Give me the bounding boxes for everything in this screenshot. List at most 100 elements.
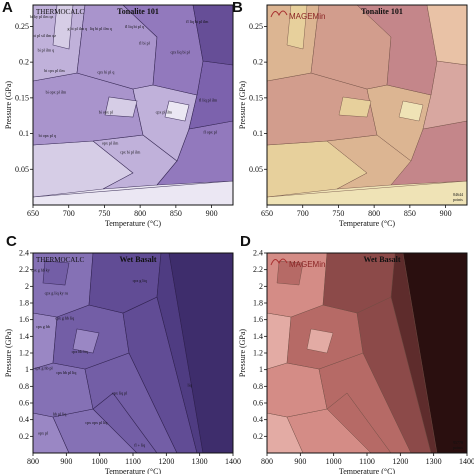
field-label: fl bi pl <box>139 40 151 45</box>
y-axis-label: Pressure (GPa) <box>238 329 247 378</box>
x-tick-label: 800 <box>27 457 39 466</box>
y-tick-label: 0.6 <box>19 399 29 408</box>
chart-title: Wet Basalt <box>363 255 400 264</box>
field-label: fl liq bi pl ilm <box>186 19 209 24</box>
x-tick-label: 750 <box>98 209 110 218</box>
chart-title: Tonalite 101 <box>361 7 403 16</box>
y-tick-label: 0.4 <box>19 415 29 424</box>
y-tick-label: 1.4 <box>19 332 29 341</box>
field-label: cpx g hb pl <box>35 366 54 371</box>
chart-panel-d: 800 900 1000 1100 1200 1300 1400 0.2 0.4 0.6 0.8 1 1… <box>238 249 474 474</box>
phase-field <box>356 5 438 96</box>
field-label: hb pl liq <box>53 412 66 417</box>
phase-field <box>72 328 100 354</box>
y-tick-label: 2 <box>259 282 263 291</box>
field-label: cpx bi pl ilm <box>120 150 141 155</box>
x-tick-label: 850 <box>404 209 416 218</box>
source-label: THERMOCALC <box>36 256 85 264</box>
magemin-logo-icon <box>270 10 288 18</box>
x-tick-label: 900 <box>294 457 306 466</box>
y-tick-label: 1.8 <box>253 299 263 308</box>
phase-field <box>104 96 138 118</box>
x-tick-label: 900 <box>440 209 452 218</box>
phase-field <box>164 100 190 122</box>
y-tick-label: 0.8 <box>19 382 29 391</box>
field-label: fl + liq <box>134 442 145 447</box>
y-axis-label: Pressure (GPa) <box>238 81 247 130</box>
phase-field-group <box>267 253 467 453</box>
y-tick-label: 1 <box>259 365 263 374</box>
y-tick-label: 0.2 <box>19 432 29 441</box>
x-tick-label: 1200 <box>158 457 174 466</box>
phase-field <box>402 253 467 453</box>
y-tick-label: 0.05 <box>249 165 263 174</box>
y-tick-label: 0.25 <box>249 22 263 31</box>
x-tick-label: 1300 <box>192 457 208 466</box>
y-tick-label: 1.6 <box>253 315 263 324</box>
x-tick-label: 850 <box>170 209 182 218</box>
y-tick-label: 0.1 <box>253 129 263 138</box>
field-label: cpx g hb liq <box>55 316 74 321</box>
x-axis-label: Temperature (°C) <box>339 467 396 474</box>
points-count: 84644 <box>453 192 463 197</box>
phase-field <box>52 5 74 50</box>
field-label: bi pl ilm q <box>38 47 55 52</box>
y-tick-label: 2.2 <box>19 265 29 274</box>
field-label: bi ky pl ilm qz <box>30 14 54 19</box>
x-tick-label: 1100 <box>125 457 141 466</box>
phase-field <box>276 260 304 286</box>
x-tick-label: 1000 <box>326 457 342 466</box>
x-axis-label: Temperature (°C) <box>339 219 396 228</box>
field-label: opx pl ilm <box>102 140 119 145</box>
y-tick-label: 1.4 <box>253 332 263 341</box>
y-tick-label: 0.1 <box>19 129 29 138</box>
x-tick-label: 800 <box>368 209 380 218</box>
field-label: cpx pl ilm <box>156 110 173 115</box>
x-tick-label: 700 <box>63 209 75 218</box>
field-label: cpx liq pl <box>112 391 128 396</box>
x-tick-label: 700 <box>297 209 309 218</box>
x-tick-label: 650 <box>261 209 273 218</box>
y-tick-label: 2.4 <box>253 249 263 258</box>
field-label: cpx g liq <box>133 278 147 283</box>
field-label: bi opx pl ilm <box>46 90 67 95</box>
x-tick-label: 800 <box>134 209 146 218</box>
source-label: THERMOCALC <box>36 8 85 16</box>
magemin-logo-icon <box>270 258 288 266</box>
field-label: cpx hb liq <box>72 349 88 354</box>
phase-field <box>42 260 70 286</box>
field-label: fl liq bi pl q <box>125 24 144 29</box>
y-tick-label: 0.8 <box>253 382 263 391</box>
y-axis-label: Pressure (GPa) <box>4 329 13 378</box>
y-tick-label: 0.2 <box>253 58 263 67</box>
x-tick-label: 1400 <box>225 457 241 466</box>
phase-field-group <box>33 5 233 205</box>
field-label: g bi pl ilm q <box>68 26 88 31</box>
y-tick-label: 0.4 <box>253 415 263 424</box>
y-tick-label: 1.2 <box>19 349 29 358</box>
y-tick-label: 1.6 <box>19 315 29 324</box>
field-label: cpx hb pl liq <box>56 370 76 375</box>
field-label: cpx g hb ky <box>31 267 50 272</box>
y-tick-label: 0.2 <box>253 432 263 441</box>
field-label: bi opx pl q <box>39 133 56 138</box>
points-unit: points <box>453 445 463 450</box>
x-tick-label: 900 <box>60 457 72 466</box>
phase-field-group <box>33 253 233 453</box>
y-tick-label: 1 <box>25 365 29 374</box>
phase-field <box>286 5 308 50</box>
points-unit: points <box>453 197 463 202</box>
plot-frame <box>266 4 468 206</box>
phase-field <box>267 180 467 205</box>
field-label: bi opx pl <box>99 110 114 115</box>
y-tick-label: 0.15 <box>249 93 263 102</box>
y-tick-label: 2.4 <box>19 249 29 258</box>
points-count: 95778 <box>453 440 463 445</box>
y-tick-label: 1.2 <box>253 349 263 358</box>
phase-field <box>168 253 233 453</box>
field-label: fl opx pl <box>203 130 217 135</box>
field-label: bi cpx pl ilm <box>44 68 65 73</box>
phase-field <box>306 328 334 354</box>
x-tick-label: 1000 <box>92 457 108 466</box>
